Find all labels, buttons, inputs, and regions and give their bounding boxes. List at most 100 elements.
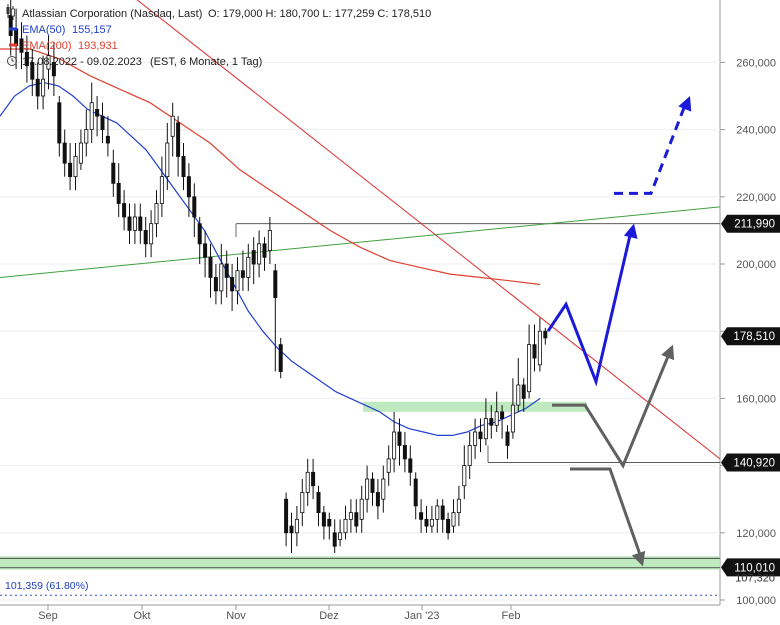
x-tick-labels: Sep Okt Nov Dez Jan '23 Feb — [38, 605, 520, 622]
fib-level-label: 101,359 (61.80%) — [5, 580, 88, 592]
candle-body — [111, 162, 116, 184]
candle-body — [543, 330, 548, 339]
ema50-value: 155,157 — [72, 24, 112, 36]
candle-body — [24, 51, 29, 67]
candle-body — [483, 418, 488, 440]
candle-body — [537, 330, 542, 366]
candle-body — [138, 216, 143, 231]
arrow-head-blue — [623, 223, 638, 239]
arrow-head-gray-down — [631, 550, 646, 567]
candle-body — [527, 344, 532, 393]
candle-body — [192, 196, 197, 218]
trendlines — [0, 0, 721, 460]
candle-body — [429, 518, 434, 527]
red-trendline — [136, 0, 721, 460]
price-tags: 180,000211,990178,510140,920110,010107,3… — [721, 214, 780, 584]
candle-body — [159, 176, 164, 204]
candle-body — [359, 498, 364, 520]
candle-body — [149, 223, 154, 245]
arrow-head-blue-dashed — [678, 96, 692, 112]
candle-body — [532, 344, 537, 359]
y-tick-label: 240,000 — [736, 125, 776, 137]
price-tag — [721, 327, 780, 346]
candle-body — [170, 115, 175, 137]
candle-body — [510, 404, 515, 433]
candle-body — [305, 471, 310, 493]
candle-body — [435, 505, 440, 520]
candle-body — [105, 135, 110, 144]
price-tag-text: 211,990 — [734, 219, 775, 231]
candle-body — [143, 229, 148, 245]
candle-body — [321, 512, 326, 527]
candle-body — [348, 512, 353, 520]
candle-body — [316, 492, 321, 514]
x-tick-label: Sep — [38, 610, 58, 622]
price-tag-text: 107,320 — [735, 572, 775, 584]
candle-body — [381, 478, 386, 500]
candle-body — [14, 28, 19, 46]
candle-body — [224, 263, 229, 278]
candle-body — [327, 518, 332, 527]
candle-body — [197, 223, 202, 245]
arrow-head-gray-up — [661, 344, 675, 361]
candle-body — [62, 142, 67, 164]
candle-body — [300, 492, 305, 514]
ema200-line — [0, 48, 541, 286]
x-tick-label: Feb — [502, 610, 521, 622]
chart-title: Atlassian Corporation (Nasdaq, Last) — [22, 8, 202, 20]
candles — [8, 0, 548, 553]
candle-body — [95, 109, 100, 117]
candle-body — [494, 411, 499, 426]
y-tick-label: 120,000 — [736, 528, 776, 540]
support-zone — [363, 401, 587, 412]
clock-icon — [7, 56, 17, 66]
ema200-label: EMA(200) — [22, 40, 72, 52]
candle-body — [419, 512, 424, 520]
candle-body — [413, 478, 418, 507]
candle-body — [35, 78, 40, 97]
scenario-blue-up — [546, 235, 632, 387]
candle-body — [230, 277, 235, 292]
y-tick-label: 220,000 — [736, 192, 776, 204]
candle-body — [478, 431, 483, 440]
candle-body — [132, 216, 137, 231]
candle-body — [289, 525, 294, 534]
candle-body — [489, 418, 494, 426]
candle-body — [240, 270, 245, 278]
candle-body — [186, 176, 191, 198]
price-tag-text: 110,010 — [734, 562, 775, 574]
candle-body — [392, 431, 397, 460]
y-tick-label: 260,000 — [736, 57, 776, 69]
candle-body — [251, 250, 256, 265]
period-note: (EST, 6 Monate, 1 Tag) — [150, 56, 262, 68]
candle-body — [500, 411, 505, 419]
support-zones — [0, 401, 720, 570]
candle-body — [284, 498, 289, 534]
candle-body — [246, 256, 251, 278]
candle-body — [181, 156, 186, 178]
price-tag-text: 178,510 — [733, 331, 775, 343]
y-axis-panel — [720, 0, 780, 625]
price-tag-text: 140,920 — [733, 458, 775, 470]
candle-body — [51, 62, 56, 77]
candle-body — [278, 344, 283, 372]
candlestick-icon — [6, 4, 15, 20]
candle-body — [208, 256, 213, 278]
candle-body — [424, 518, 429, 527]
candle-body — [84, 129, 89, 144]
candle-body — [462, 465, 467, 487]
candle-body — [408, 458, 413, 473]
candle-body — [235, 270, 240, 292]
scenario-arrows — [546, 96, 692, 567]
support-zone — [0, 556, 720, 570]
candle-body — [154, 203, 159, 225]
candle-body — [397, 431, 402, 446]
candle-body — [262, 243, 267, 258]
ohlc-values: O: 179,000 H: 180,700 L: 177,259 C: 178,… — [208, 8, 431, 20]
candle-body — [370, 478, 375, 493]
candle-body — [273, 270, 278, 299]
candle-body — [30, 62, 35, 80]
ema50-label: EMA(50) — [22, 24, 65, 36]
price-tag — [721, 558, 780, 577]
